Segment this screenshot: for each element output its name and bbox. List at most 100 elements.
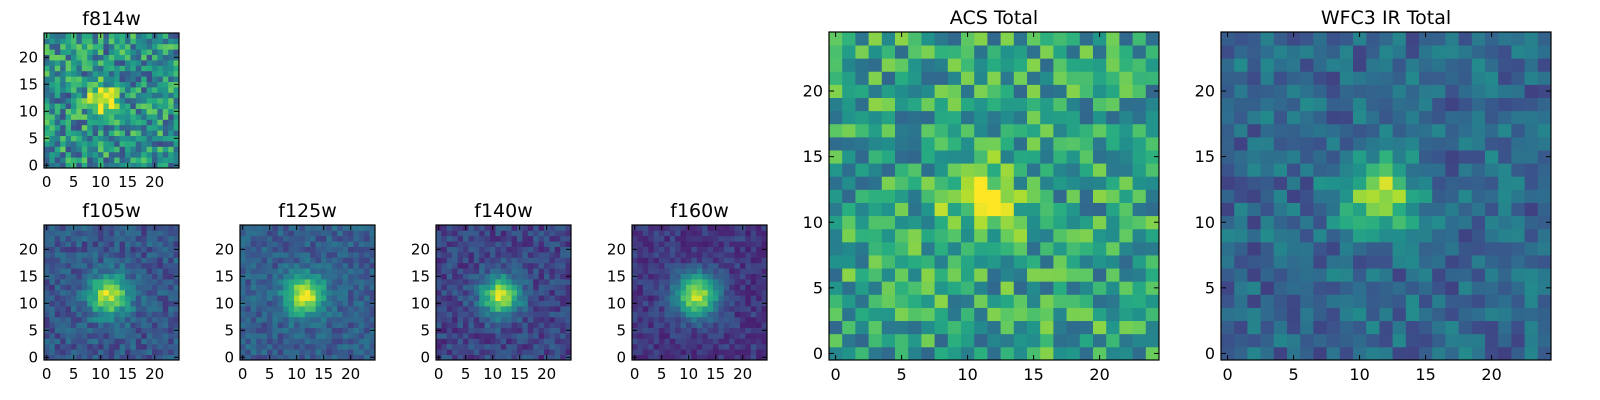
heatmap-cell <box>98 92 104 99</box>
heatmap-cell <box>103 81 110 88</box>
heatmap-cell <box>141 92 147 99</box>
heatmap-cell <box>1132 71 1147 85</box>
heatmap-cell <box>299 268 306 274</box>
heatmap-cell <box>468 333 475 339</box>
heatmap-cell <box>294 322 300 328</box>
heatmap-cell <box>1313 281 1327 295</box>
heatmap-cell <box>1247 176 1261 190</box>
heatmap-cell <box>1013 97 1028 112</box>
heatmap-cell <box>125 268 131 274</box>
heatmap-cell <box>1300 136 1314 151</box>
heatmap-cell <box>974 163 988 177</box>
heatmap-cell <box>441 343 448 350</box>
heatmap-cell <box>76 327 83 334</box>
heatmap-cell <box>331 322 338 328</box>
heatmap-cell <box>358 333 365 339</box>
heatmap-cell <box>1145 228 1160 243</box>
heatmap-cell <box>114 316 120 323</box>
heatmap-cell <box>740 257 746 264</box>
heatmap-cell <box>348 262 354 269</box>
heatmap-cell <box>98 343 104 350</box>
heatmap-cell <box>1000 189 1015 203</box>
heatmap-cell <box>756 354 762 361</box>
heatmap-cell <box>1537 32 1552 46</box>
heatmap-cell <box>1145 307 1160 322</box>
heatmap-cell <box>103 70 110 77</box>
heatmap-cell <box>1053 307 1067 322</box>
heatmap-cell <box>934 241 949 256</box>
heatmap-cell <box>734 284 741 291</box>
heatmap-cell <box>908 281 922 295</box>
heatmap-cell <box>1353 320 1367 335</box>
heatmap-cell <box>135 135 142 142</box>
heatmap-cell <box>1273 123 1288 138</box>
heatmap-cell <box>1247 268 1261 282</box>
heatmap-cell <box>908 163 922 177</box>
heatmap-cell <box>114 162 120 169</box>
heatmap-cell <box>921 97 935 112</box>
heatmap-cell <box>495 225 502 231</box>
heatmap-cell <box>500 284 507 291</box>
heatmap-cell <box>713 295 719 301</box>
heatmap-cell <box>49 333 56 339</box>
heatmap-cell <box>44 306 50 312</box>
heatmap-cell <box>54 311 61 318</box>
heatmap-cell <box>49 268 56 274</box>
heatmap-cell <box>745 279 752 285</box>
heatmap-cell <box>1313 110 1327 125</box>
x-tick-label: 20 <box>733 365 752 383</box>
heatmap-cell <box>1053 320 1067 335</box>
heatmap-cell <box>842 189 856 203</box>
heatmap-cell <box>60 338 66 345</box>
heatmap-cell <box>463 268 469 274</box>
heatmap-cell <box>44 92 50 99</box>
heatmap-cell <box>103 316 110 323</box>
heatmap-cell <box>947 202 962 217</box>
heatmap-cell <box>81 327 88 334</box>
heatmap-cell <box>310 235 316 242</box>
heatmap-cell <box>1537 307 1552 322</box>
heatmap-cell <box>868 268 883 282</box>
heatmap-cell <box>947 294 962 308</box>
heatmap-cell <box>921 268 935 282</box>
heatmap-cell <box>267 262 273 269</box>
heatmap-cell <box>908 84 922 98</box>
heatmap-cell <box>1339 176 1354 190</box>
heatmap-cell <box>680 273 687 280</box>
heatmap-cell <box>65 316 72 323</box>
heatmap-cell <box>756 246 762 253</box>
heatmap-cell <box>146 316 153 323</box>
heatmap-cell <box>331 252 338 258</box>
heatmap-cell <box>908 333 922 348</box>
heatmap-cell <box>369 295 376 301</box>
heatmap-cell <box>294 316 300 323</box>
heatmap-cell <box>1000 320 1015 335</box>
heatmap-cell <box>173 333 180 339</box>
heatmap-cell <box>49 273 56 280</box>
heatmap-cell <box>76 65 83 72</box>
heatmap-cell <box>1119 123 1133 138</box>
heatmap-cell <box>98 114 104 120</box>
heatmap-cell <box>1445 84 1459 98</box>
heatmap-cell <box>1379 228 1393 243</box>
heatmap-cell <box>304 268 311 274</box>
heatmap-cell <box>713 273 719 280</box>
heatmap-cell <box>1379 189 1393 203</box>
heatmap-cell <box>135 151 142 158</box>
heatmap-cell <box>1013 255 1028 269</box>
heatmap-cell <box>141 306 147 312</box>
heatmap-cell <box>1273 333 1288 348</box>
heatmap-cell <box>1119 32 1133 46</box>
heatmap-cell <box>54 273 61 280</box>
heatmap-cell <box>321 257 327 264</box>
heatmap-cell <box>92 311 99 318</box>
heatmap-cell <box>256 225 262 231</box>
heatmap-cell <box>479 225 485 231</box>
heatmap-cell <box>304 311 311 318</box>
x-tick-label: 15 <box>118 365 137 383</box>
heatmap-cell <box>511 273 518 280</box>
heatmap-cell <box>76 92 83 99</box>
heatmap-cell <box>855 71 869 85</box>
heatmap-cell <box>1234 163 1248 177</box>
heatmap-cell <box>1339 71 1354 85</box>
